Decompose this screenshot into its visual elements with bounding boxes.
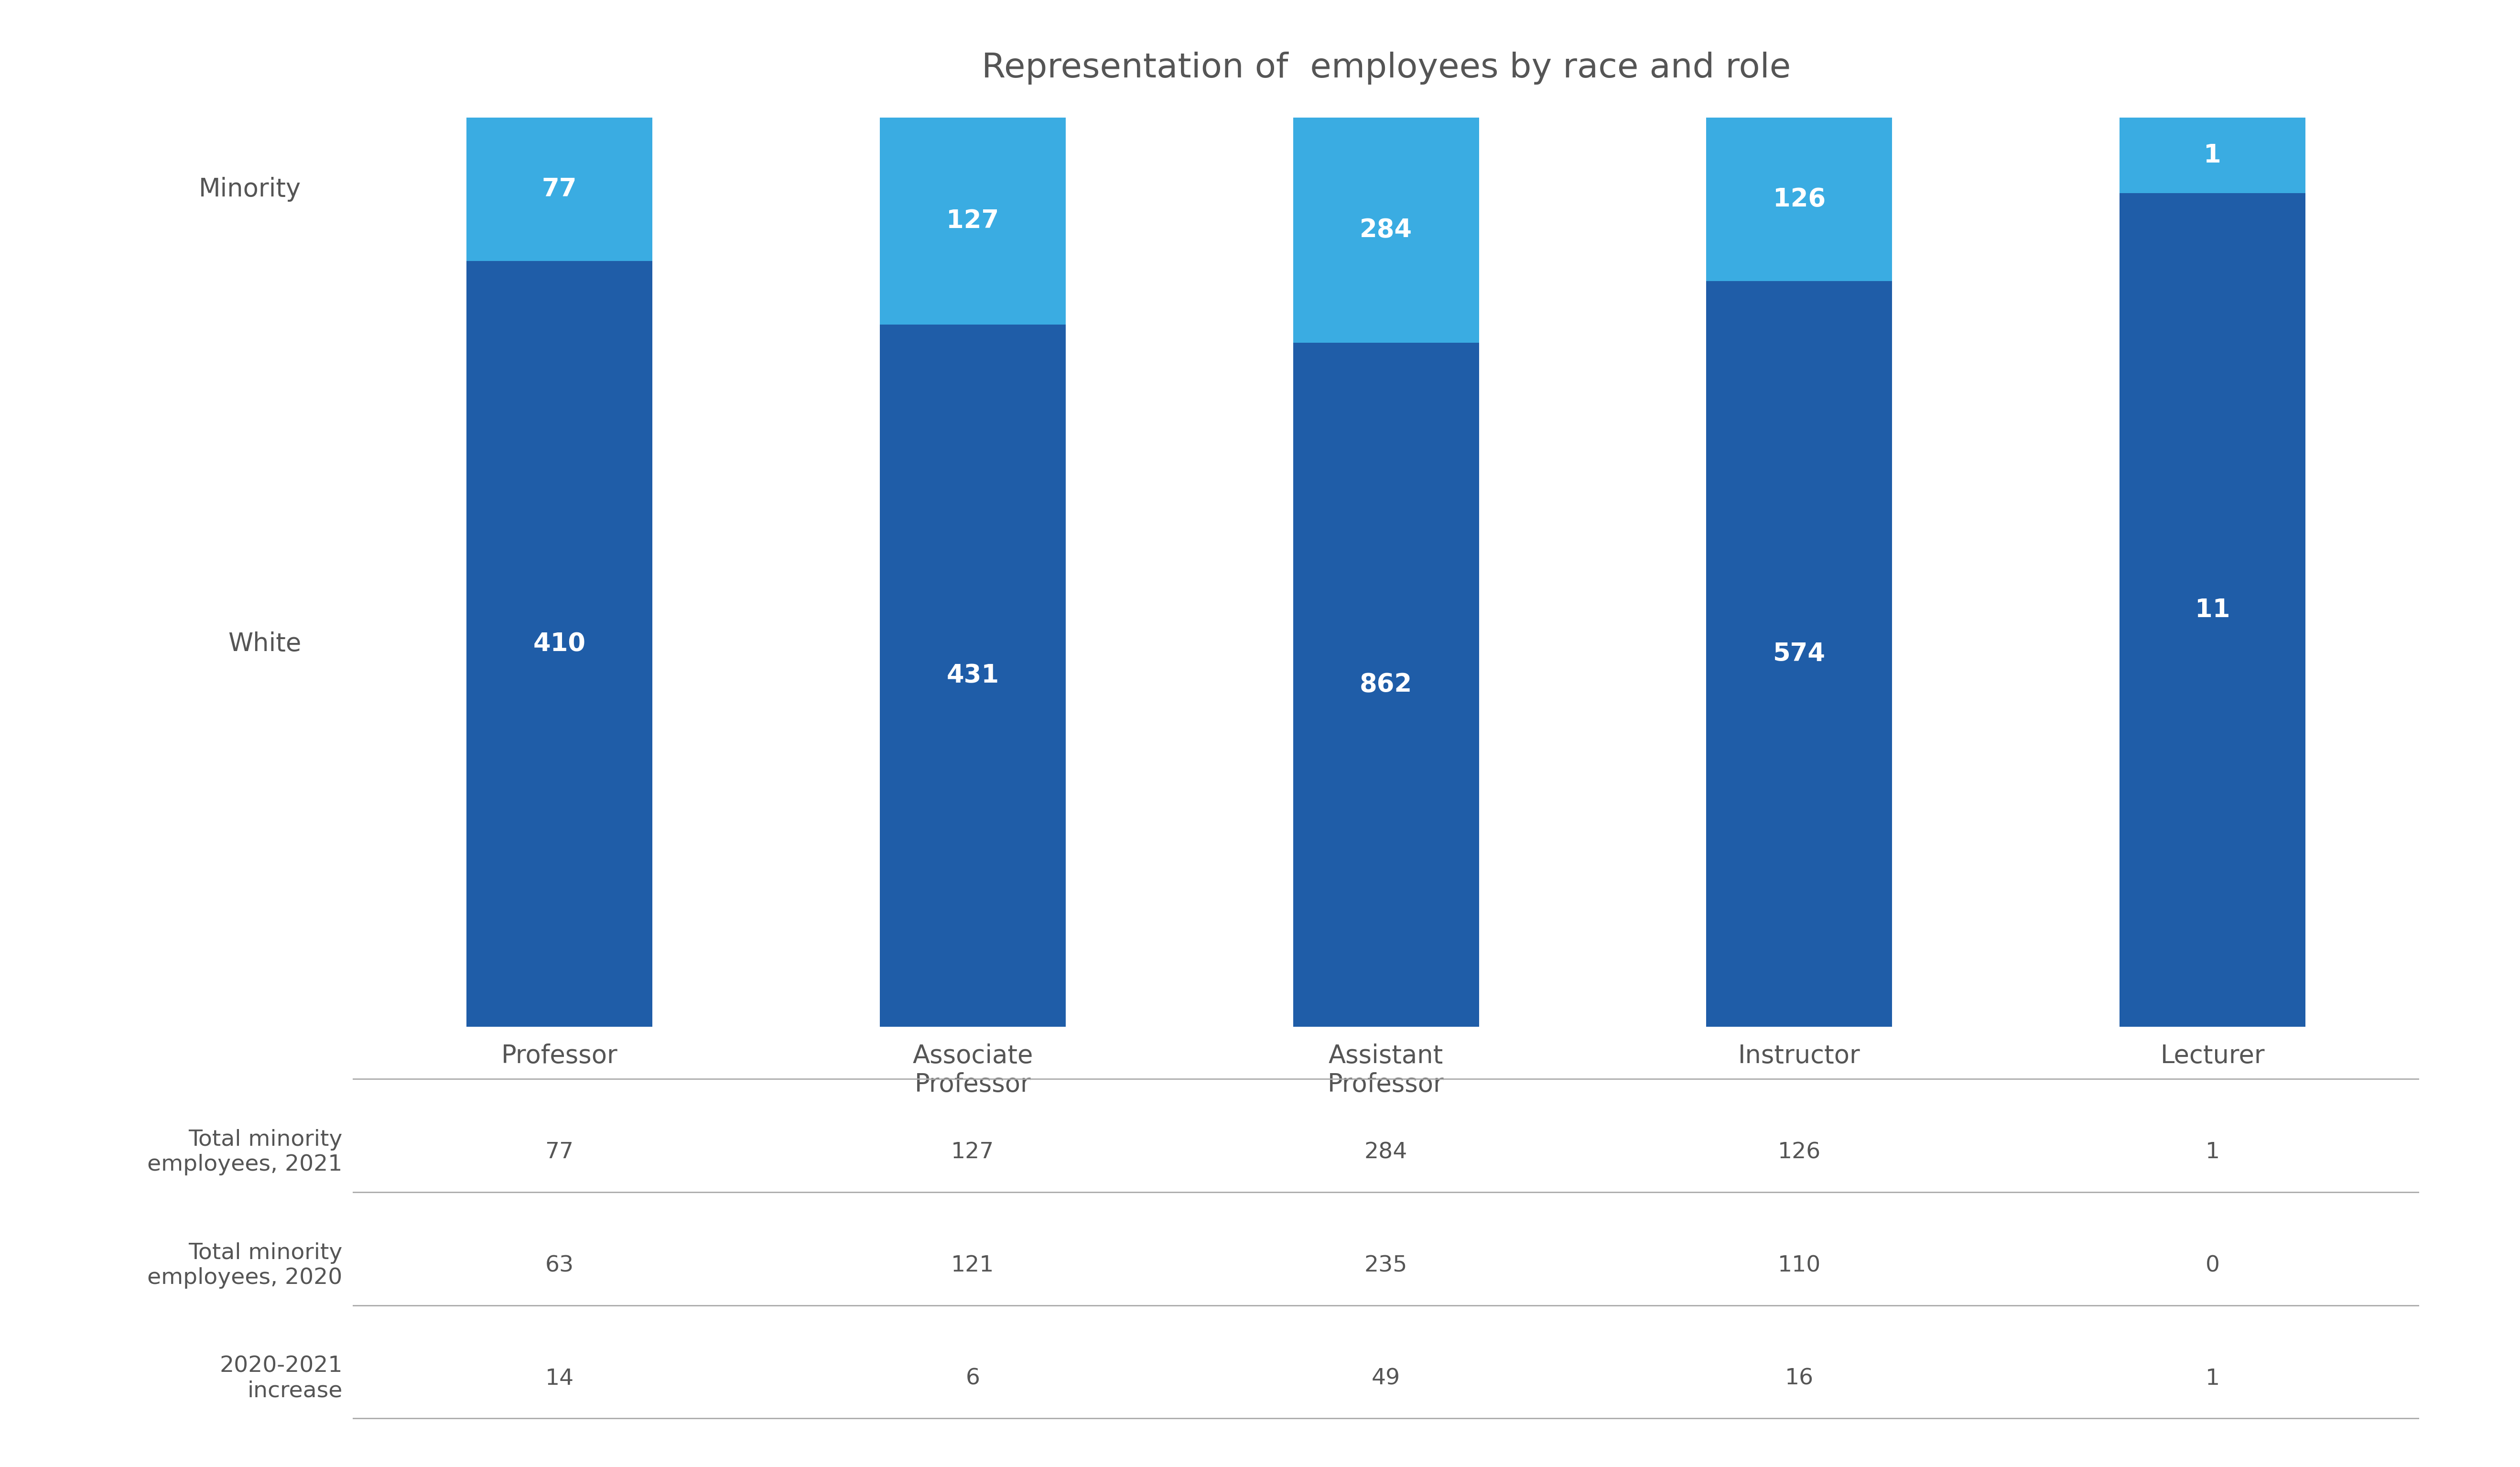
Text: White: White bbox=[227, 632, 302, 656]
Text: 126: 126 bbox=[1774, 186, 1824, 211]
Text: Total minority
employees, 2020: Total minority employees, 2020 bbox=[146, 1243, 343, 1289]
Bar bbox=[879, 117, 1066, 324]
Text: 6: 6 bbox=[965, 1369, 980, 1389]
Text: 11: 11 bbox=[2195, 597, 2230, 622]
Bar bbox=[466, 261, 653, 1027]
Text: 431: 431 bbox=[948, 663, 998, 688]
Text: 0: 0 bbox=[2205, 1254, 2220, 1276]
Text: 862: 862 bbox=[1361, 672, 1411, 697]
Text: 14: 14 bbox=[544, 1369, 575, 1389]
Bar bbox=[1706, 282, 1893, 1027]
Text: 410: 410 bbox=[534, 632, 585, 656]
Title: Representation of  employees by race and role: Representation of employees by race and … bbox=[980, 51, 1792, 85]
Text: 127: 127 bbox=[950, 1141, 995, 1163]
Text: 49: 49 bbox=[1371, 1369, 1401, 1389]
Bar bbox=[1293, 117, 1479, 343]
Text: Total minority
employees, 2021: Total minority employees, 2021 bbox=[146, 1130, 343, 1175]
Text: 127: 127 bbox=[948, 208, 998, 233]
Text: 110: 110 bbox=[1777, 1254, 1822, 1276]
Text: 2020-2021
increase: 2020-2021 increase bbox=[219, 1356, 343, 1402]
Text: 284: 284 bbox=[1361, 217, 1411, 242]
Text: 574: 574 bbox=[1774, 641, 1824, 666]
Text: 126: 126 bbox=[1777, 1141, 1822, 1163]
Bar bbox=[2119, 117, 2306, 194]
Bar bbox=[1293, 343, 1479, 1027]
Text: 121: 121 bbox=[950, 1254, 995, 1276]
Text: 77: 77 bbox=[542, 178, 577, 201]
Text: 77: 77 bbox=[544, 1141, 575, 1163]
Bar bbox=[2119, 194, 2306, 1027]
Bar bbox=[1706, 117, 1893, 282]
Text: 284: 284 bbox=[1363, 1141, 1409, 1163]
Bar bbox=[466, 117, 653, 261]
Text: 1: 1 bbox=[2205, 1141, 2220, 1163]
Text: Minority: Minority bbox=[199, 178, 302, 201]
Text: 235: 235 bbox=[1363, 1254, 1409, 1276]
Text: 16: 16 bbox=[1784, 1369, 1814, 1389]
Text: 63: 63 bbox=[544, 1254, 575, 1276]
Text: 1: 1 bbox=[2205, 142, 2220, 167]
Text: 1: 1 bbox=[2205, 1369, 2220, 1389]
Bar bbox=[879, 324, 1066, 1027]
